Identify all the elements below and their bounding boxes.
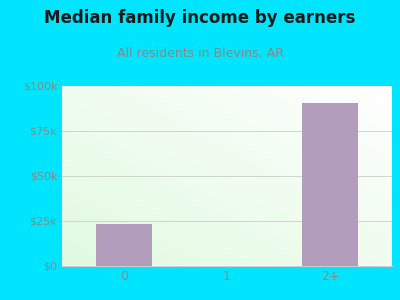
Text: All residents in Blevins, AR: All residents in Blevins, AR bbox=[116, 46, 284, 59]
Bar bbox=[302, 103, 358, 266]
Text: Median family income by earners: Median family income by earners bbox=[44, 9, 356, 27]
Bar bbox=[96, 224, 152, 266]
